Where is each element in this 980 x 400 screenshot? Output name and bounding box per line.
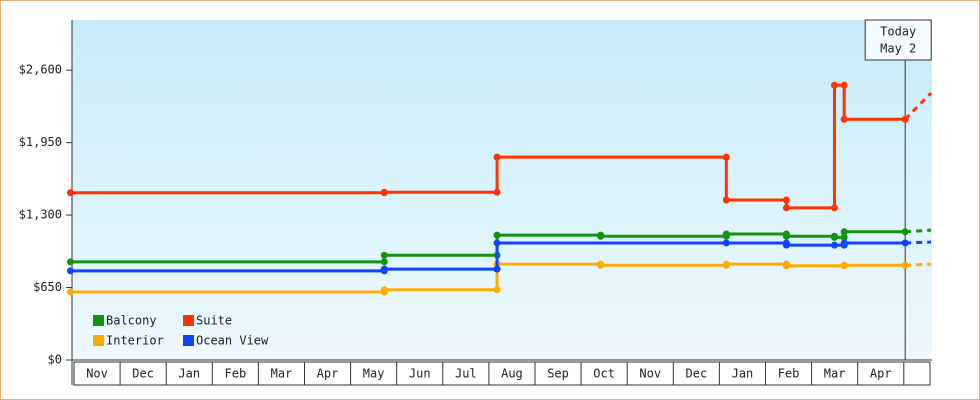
price-point — [380, 286, 388, 294]
y-tick-label: $0 — [48, 353, 62, 367]
price-point — [830, 241, 838, 249]
forecast-line — [905, 262, 932, 267]
forecast-line — [905, 228, 932, 234]
price-point — [782, 241, 790, 249]
price-point — [66, 288, 74, 296]
price-point — [901, 261, 909, 269]
price-point — [840, 233, 848, 241]
x-tick-label: May — [363, 367, 385, 381]
price-point — [722, 196, 730, 204]
x-tick-label: Dec — [686, 367, 708, 381]
y-tick-label: $650 — [33, 280, 62, 294]
price-point — [722, 260, 730, 268]
y-tick-label: $1,300 — [19, 208, 62, 222]
price-point — [380, 258, 388, 266]
price-point — [901, 115, 909, 123]
price-point — [66, 189, 74, 197]
price-point — [782, 262, 790, 270]
x-tick-label: Oct — [593, 367, 615, 381]
price-point — [597, 232, 605, 240]
price-point — [840, 261, 848, 269]
price-point — [66, 258, 74, 266]
legend-swatch — [93, 335, 104, 346]
today-label: Today — [880, 25, 916, 39]
x-tick-label: Feb — [225, 367, 247, 381]
today-date: May 2 — [880, 42, 916, 56]
x-tick-label: Feb — [778, 367, 800, 381]
price-point — [722, 230, 730, 238]
y-tick-label: $1,950 — [19, 135, 62, 149]
forecast-line — [905, 240, 932, 245]
price-point — [722, 153, 730, 161]
plot-area — [72, 20, 932, 360]
price-point — [830, 204, 838, 212]
price-point — [830, 233, 838, 241]
legend-label: Ocean View — [196, 334, 269, 348]
price-point — [840, 115, 848, 123]
x-tick-label: Dec — [132, 367, 154, 381]
x-tick-label: Apr — [870, 367, 892, 381]
price-point — [493, 286, 501, 294]
x-tick-label: Mar — [824, 367, 846, 381]
legend-label: Suite — [196, 314, 232, 328]
legend-label: Interior — [106, 334, 164, 348]
price-point — [493, 231, 501, 239]
x-tick-label: Mar — [271, 367, 293, 381]
x-tick-label: Sep — [547, 367, 569, 381]
x-tick-label: Jun — [409, 367, 431, 381]
price-point — [840, 239, 848, 247]
price-point — [493, 153, 501, 161]
legend-swatch — [183, 335, 194, 346]
price-point — [901, 228, 909, 236]
price-point — [380, 265, 388, 273]
price-point — [597, 261, 605, 269]
price-point — [493, 239, 501, 247]
x-tick-label: Jan — [732, 367, 754, 381]
y-tick-label: $2,600 — [19, 63, 62, 77]
legend-swatch — [183, 315, 194, 326]
price-point — [782, 196, 790, 204]
today-box — [864, 19, 932, 61]
x-tick-label: Jul — [455, 367, 477, 381]
price-point — [901, 239, 909, 247]
price-point — [840, 228, 848, 236]
price-point — [722, 239, 730, 247]
x-tick-label: Jan — [178, 367, 200, 381]
x-tick-label: Nov — [639, 367, 661, 381]
price-point — [380, 188, 388, 196]
price-point — [840, 81, 848, 89]
price-point — [782, 204, 790, 212]
price-point — [830, 81, 838, 89]
x-tick-label: Nov — [86, 367, 108, 381]
price-point — [493, 188, 501, 196]
price-point — [66, 267, 74, 275]
legend-label: Balcony — [106, 314, 157, 328]
legend-swatch — [93, 315, 104, 326]
x-tick-label: Apr — [317, 367, 339, 381]
price-point — [380, 251, 388, 259]
price-point — [493, 265, 501, 273]
x-tick-label: Aug — [501, 367, 523, 381]
price-point — [782, 232, 790, 240]
